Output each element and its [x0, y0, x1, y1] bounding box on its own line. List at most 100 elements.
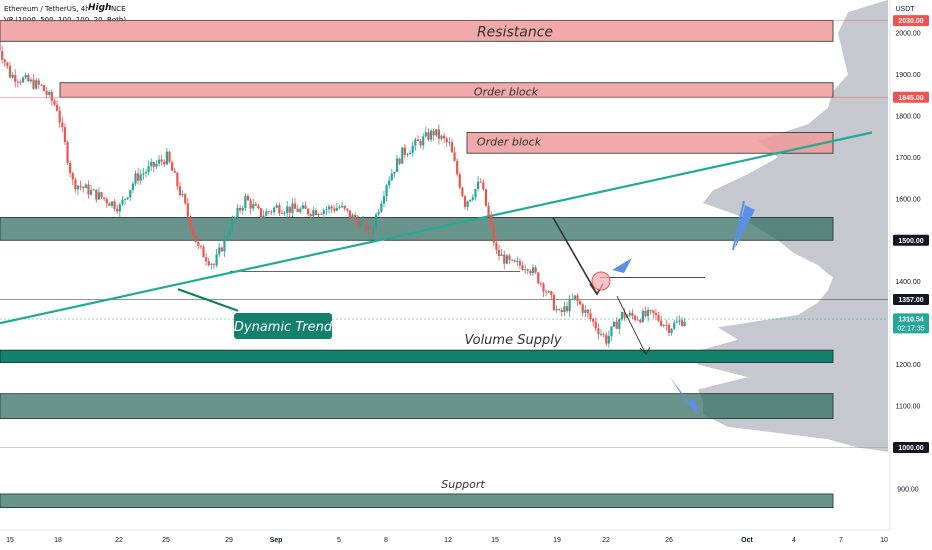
y-tick-label: 1200.00 [895, 362, 920, 369]
price-badge-label: 1310.54 [898, 316, 923, 323]
candle-body [100, 192, 103, 198]
candle-body [500, 254, 503, 256]
candle-body [565, 306, 569, 312]
candle-body [273, 207, 276, 213]
trend-callout-label: Dynamic Trend [234, 320, 333, 335]
candle-body [432, 130, 435, 136]
candle-body [518, 261, 522, 266]
candle-body [529, 270, 532, 274]
zone-label-2: Order block [477, 135, 542, 148]
x-tick-label: 19 [553, 537, 561, 544]
candle-body [505, 255, 508, 264]
candle-body [615, 321, 618, 329]
y-tick-label: 1400.00 [895, 279, 920, 286]
y-tick-label: 1100.00 [896, 404, 921, 411]
candle-body [1, 51, 4, 60]
symbol-title: Ethereum / TetherUS, 4h, BINANCE [4, 5, 126, 13]
candle-body [466, 201, 469, 207]
candle-body [406, 154, 409, 155]
price-zones: Resistance Order block Order block Volume S… [0, 20, 834, 509]
candle-body [359, 221, 362, 228]
candle-body [291, 203, 294, 213]
candle-body [105, 198, 108, 204]
candle-body [252, 204, 255, 209]
candle-body [24, 75, 27, 78]
candle-body [539, 283, 542, 285]
candle-body [665, 324, 668, 326]
symbol-legend[interactable]: Ethereum / TetherUS, 4h, BINANCE High [4, 3, 126, 13]
candle-body [155, 163, 158, 167]
candle-body [231, 219, 234, 232]
candle-body [207, 261, 210, 266]
candle-body [673, 322, 676, 329]
x-tick-label: 22 [602, 537, 610, 544]
price-badge-label: 1000.00 [898, 445, 923, 452]
candle-body [361, 220, 365, 222]
candle-body [612, 321, 616, 327]
candle-body [95, 189, 98, 200]
zone-label-1: Order block [474, 86, 539, 99]
candle-body [74, 179, 77, 190]
candle-body [299, 208, 302, 213]
candle-body [385, 185, 388, 197]
down-arrow-1 [552, 217, 598, 295]
candle-body [37, 80, 40, 85]
candle-body [652, 310, 655, 313]
candle-body [301, 205, 304, 209]
blue-arrow-pointer [612, 258, 632, 273]
candle-body [490, 215, 493, 226]
candle-body [422, 136, 425, 146]
candle-body [605, 334, 608, 344]
candles [0, 41, 686, 348]
candle-body [27, 75, 30, 82]
candle-body [270, 211, 273, 213]
candle-body [552, 294, 556, 311]
axis-unit: USDT [895, 6, 915, 13]
candle-body [165, 151, 169, 165]
candle-body [223, 237, 226, 252]
candle-body [445, 138, 448, 143]
candle-body [571, 298, 574, 300]
candle-body [393, 171, 396, 174]
candle-body [620, 311, 624, 320]
candle-body [644, 310, 647, 317]
candle-body [678, 320, 681, 322]
candle-body [657, 314, 660, 321]
candle-body [424, 132, 427, 137]
candle-body [443, 135, 446, 139]
candle-body [215, 254, 218, 266]
candle-body [670, 328, 673, 334]
candle-body [202, 246, 205, 258]
x-tick-label: Sep [270, 537, 283, 544]
candle-body [427, 132, 430, 140]
candle-body [382, 196, 386, 204]
candle-body [398, 158, 401, 164]
candle-body [142, 173, 145, 175]
x-tick-label: 22 [115, 537, 123, 544]
y-tick-label: 1700.00 [895, 155, 920, 162]
candle-body [108, 203, 111, 206]
zone-label-0: Resistance [477, 25, 553, 41]
candle-body [649, 309, 652, 311]
candle-body [121, 199, 124, 205]
dynamic-trend-line [0, 131, 873, 325]
indicator-legend[interactable]: VP (1000, 500, 100, 100, 20, Both) [4, 16, 127, 24]
candle-body [123, 199, 127, 200]
candle-body [416, 139, 420, 141]
candle-body [79, 185, 82, 187]
candle-body [150, 162, 153, 167]
candle-body [163, 161, 166, 165]
candle-body [550, 291, 553, 295]
candle-body [409, 152, 412, 155]
candle-body [375, 214, 378, 228]
candle-body [594, 321, 597, 329]
candle-body [654, 312, 658, 315]
price-axis-bg [890, 0, 932, 550]
candle-body [186, 203, 189, 217]
candle-body [312, 210, 315, 217]
candle-body [286, 206, 289, 213]
candle-body [45, 90, 48, 95]
candle-body [479, 181, 482, 183]
candle-body [152, 162, 155, 167]
